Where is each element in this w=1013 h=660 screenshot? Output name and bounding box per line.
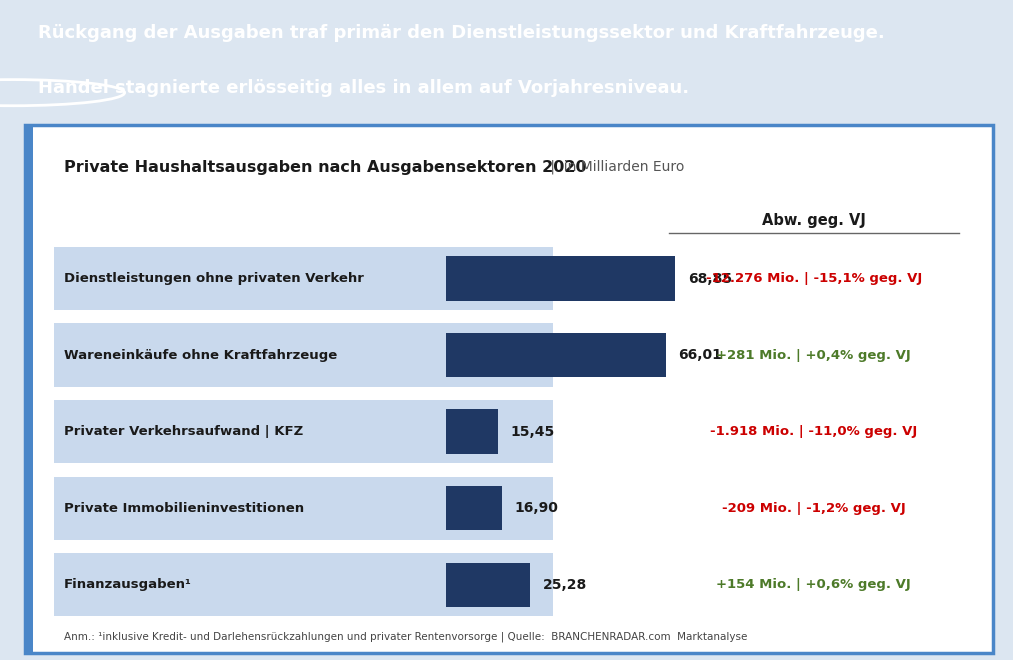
Text: 68,85: 68,85 — [688, 271, 731, 286]
Text: Private Haushaltsausgaben nach Ausgabensektoren 2020: Private Haushaltsausgaben nach Ausgabens… — [64, 160, 587, 175]
Bar — [446, 486, 502, 531]
Text: -12.276 Mio. | -15,1% geg. VJ: -12.276 Mio. | -15,1% geg. VJ — [706, 272, 922, 285]
Text: -209 Mio. | -1,2% geg. VJ: -209 Mio. | -1,2% geg. VJ — [722, 502, 906, 515]
FancyBboxPatch shape — [25, 125, 993, 653]
Text: Private Immobilieninvestitionen: Private Immobilieninvestitionen — [64, 502, 304, 515]
Text: Handel stagnierte erlösseitig alles in allem auf Vorjahresniveau.: Handel stagnierte erlösseitig alles in a… — [38, 79, 690, 97]
Bar — [55, 477, 552, 540]
Text: Anm.: ¹inklusive Kredit- und Darlehensrückzahlungen und privater Rentenvorsorge : Anm.: ¹inklusive Kredit- und Darlehensrü… — [64, 631, 748, 642]
Text: Finanzausgaben¹: Finanzausgaben¹ — [64, 578, 191, 591]
Text: 25,28: 25,28 — [543, 578, 588, 592]
Bar — [55, 247, 552, 310]
Text: |  in Milliarden Euro: | in Milliarden Euro — [546, 160, 684, 174]
Bar — [446, 256, 675, 301]
Bar — [55, 553, 552, 616]
Bar — [446, 562, 530, 607]
Bar — [446, 409, 497, 454]
Bar — [55, 400, 552, 463]
Text: 16,90: 16,90 — [515, 501, 559, 515]
Text: Privater Verkehrsaufwand | KFZ: Privater Verkehrsaufwand | KFZ — [64, 425, 303, 438]
Text: Dienstleistungen ohne privaten Verkehr: Dienstleistungen ohne privaten Verkehr — [64, 272, 364, 285]
Bar — [25, 125, 33, 653]
Text: 66,01: 66,01 — [679, 348, 722, 362]
Text: Abw. geg. VJ: Abw. geg. VJ — [762, 213, 866, 228]
Text: +154 Mio. | +0,6% geg. VJ: +154 Mio. | +0,6% geg. VJ — [716, 578, 911, 591]
Bar — [55, 323, 552, 387]
Text: Wareneinkäufe ohne Kraftfahrzeuge: Wareneinkäufe ohne Kraftfahrzeuge — [64, 348, 337, 362]
Text: +281 Mio. | +0,4% geg. VJ: +281 Mio. | +0,4% geg. VJ — [716, 348, 911, 362]
Bar — [446, 333, 666, 378]
Text: Rückgang der Ausgaben traf primär den Dienstleistungssektor und Kraftfahrzeuge.: Rückgang der Ausgaben traf primär den Di… — [38, 24, 885, 42]
Text: 15,45: 15,45 — [511, 424, 554, 439]
Text: -1.918 Mio. | -11,0% geg. VJ: -1.918 Mio. | -11,0% geg. VJ — [710, 425, 918, 438]
